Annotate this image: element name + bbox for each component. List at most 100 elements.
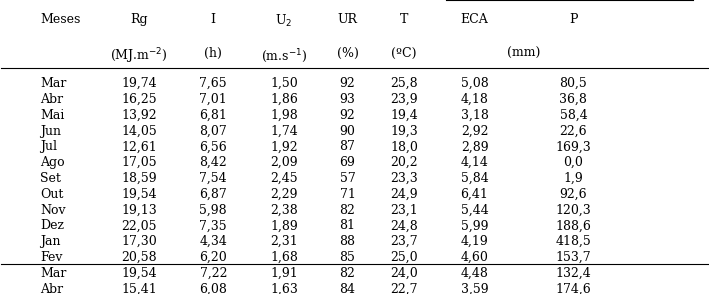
Text: 92: 92 <box>340 77 355 90</box>
Text: 58,4: 58,4 <box>559 109 587 122</box>
Text: 20,58: 20,58 <box>121 251 157 264</box>
Text: 2,45: 2,45 <box>270 172 298 185</box>
Text: 1,63: 1,63 <box>270 283 298 294</box>
Text: 2,92: 2,92 <box>461 125 489 138</box>
Text: 19,54: 19,54 <box>121 267 157 280</box>
Text: 188,6: 188,6 <box>555 219 591 232</box>
Text: 12,61: 12,61 <box>121 141 157 153</box>
Text: 24,8: 24,8 <box>390 219 418 232</box>
Text: 2,89: 2,89 <box>461 141 489 153</box>
Text: 6,41: 6,41 <box>461 188 489 201</box>
Text: 7,22: 7,22 <box>199 267 227 280</box>
Text: P: P <box>569 13 578 26</box>
Text: 7,35: 7,35 <box>199 219 227 232</box>
Text: Out: Out <box>40 188 64 201</box>
Text: 5,99: 5,99 <box>461 219 489 232</box>
Text: 24,9: 24,9 <box>390 188 418 201</box>
Text: 7,54: 7,54 <box>199 172 227 185</box>
Text: 93: 93 <box>340 93 355 106</box>
Text: 5,84: 5,84 <box>461 172 489 185</box>
Text: 1,9: 1,9 <box>564 172 584 185</box>
Text: 153,7: 153,7 <box>556 251 591 264</box>
Text: 6,56: 6,56 <box>199 141 227 153</box>
Text: 7,01: 7,01 <box>199 93 227 106</box>
Text: 18,59: 18,59 <box>121 172 157 185</box>
Text: UR: UR <box>337 13 357 26</box>
Text: 14,05: 14,05 <box>121 125 157 138</box>
Text: 2,29: 2,29 <box>270 188 298 201</box>
Text: Jul: Jul <box>40 141 57 153</box>
Text: Nov: Nov <box>40 203 66 217</box>
Text: Meses: Meses <box>40 13 81 26</box>
Text: 2,09: 2,09 <box>270 156 298 169</box>
Text: Abr: Abr <box>40 93 63 106</box>
Text: 4,34: 4,34 <box>199 235 227 248</box>
Text: 174,6: 174,6 <box>556 283 591 294</box>
Text: 82: 82 <box>340 267 355 280</box>
Text: 23,3: 23,3 <box>390 172 418 185</box>
Text: 5,98: 5,98 <box>199 203 227 217</box>
Text: Mai: Mai <box>40 109 65 122</box>
Text: Ago: Ago <box>40 156 65 169</box>
Text: 84: 84 <box>340 283 355 294</box>
Text: 0,0: 0,0 <box>564 156 584 169</box>
Text: I: I <box>211 13 216 26</box>
Text: Dez: Dez <box>40 219 65 232</box>
Text: (ºC): (ºC) <box>391 47 417 60</box>
Text: 6,20: 6,20 <box>199 251 227 264</box>
Text: 22,05: 22,05 <box>121 219 157 232</box>
Text: (m.s$^{-1}$): (m.s$^{-1}$) <box>261 47 307 65</box>
Text: 19,4: 19,4 <box>390 109 418 122</box>
Text: 87: 87 <box>340 141 355 153</box>
Text: 1,98: 1,98 <box>270 109 298 122</box>
Text: Fev: Fev <box>40 251 62 264</box>
Text: 88: 88 <box>340 235 355 248</box>
Text: 22,7: 22,7 <box>390 283 418 294</box>
Text: 4,48: 4,48 <box>461 267 489 280</box>
Text: Mar: Mar <box>40 77 67 90</box>
Text: 2,38: 2,38 <box>270 203 298 217</box>
Text: 8,07: 8,07 <box>199 125 227 138</box>
Text: 132,4: 132,4 <box>556 267 591 280</box>
Text: 19,13: 19,13 <box>121 203 157 217</box>
Text: 1,74: 1,74 <box>270 125 298 138</box>
Text: 18,0: 18,0 <box>390 141 418 153</box>
Text: Rg: Rg <box>130 13 148 26</box>
Text: 15,41: 15,41 <box>121 283 157 294</box>
Text: Mar: Mar <box>40 267 67 280</box>
Text: 81: 81 <box>340 219 355 232</box>
Text: ECA: ECA <box>461 13 489 26</box>
Text: 85: 85 <box>340 251 355 264</box>
Text: 13,92: 13,92 <box>121 109 157 122</box>
Text: 23,1: 23,1 <box>390 203 418 217</box>
Text: 17,05: 17,05 <box>121 156 157 169</box>
Text: (mm): (mm) <box>508 47 541 60</box>
Text: (h): (h) <box>204 47 222 60</box>
Text: 1,50: 1,50 <box>270 77 298 90</box>
Text: 4,14: 4,14 <box>461 156 489 169</box>
Text: 23,9: 23,9 <box>390 93 418 106</box>
Text: 19,54: 19,54 <box>121 188 157 201</box>
Text: 120,3: 120,3 <box>556 203 591 217</box>
Text: 16,25: 16,25 <box>121 93 157 106</box>
Text: 418,5: 418,5 <box>556 235 591 248</box>
Text: 80,5: 80,5 <box>559 77 587 90</box>
Text: 17,30: 17,30 <box>121 235 157 248</box>
Text: Jan: Jan <box>40 235 61 248</box>
Text: 1,92: 1,92 <box>270 141 298 153</box>
Text: 22,6: 22,6 <box>559 125 587 138</box>
Text: U$_2$: U$_2$ <box>275 13 293 29</box>
Text: 92,6: 92,6 <box>559 188 587 201</box>
Text: 1,68: 1,68 <box>270 251 298 264</box>
Text: Jun: Jun <box>40 125 61 138</box>
Text: 3,18: 3,18 <box>461 109 489 122</box>
Text: 25,8: 25,8 <box>390 77 418 90</box>
Text: Abr: Abr <box>40 283 63 294</box>
Text: 5,44: 5,44 <box>461 203 489 217</box>
Text: 71: 71 <box>340 188 355 201</box>
Text: 23,7: 23,7 <box>390 235 418 248</box>
Text: Set: Set <box>40 172 61 185</box>
Text: 1,91: 1,91 <box>270 267 298 280</box>
Text: 6,08: 6,08 <box>199 283 227 294</box>
Text: 5,08: 5,08 <box>461 77 489 90</box>
